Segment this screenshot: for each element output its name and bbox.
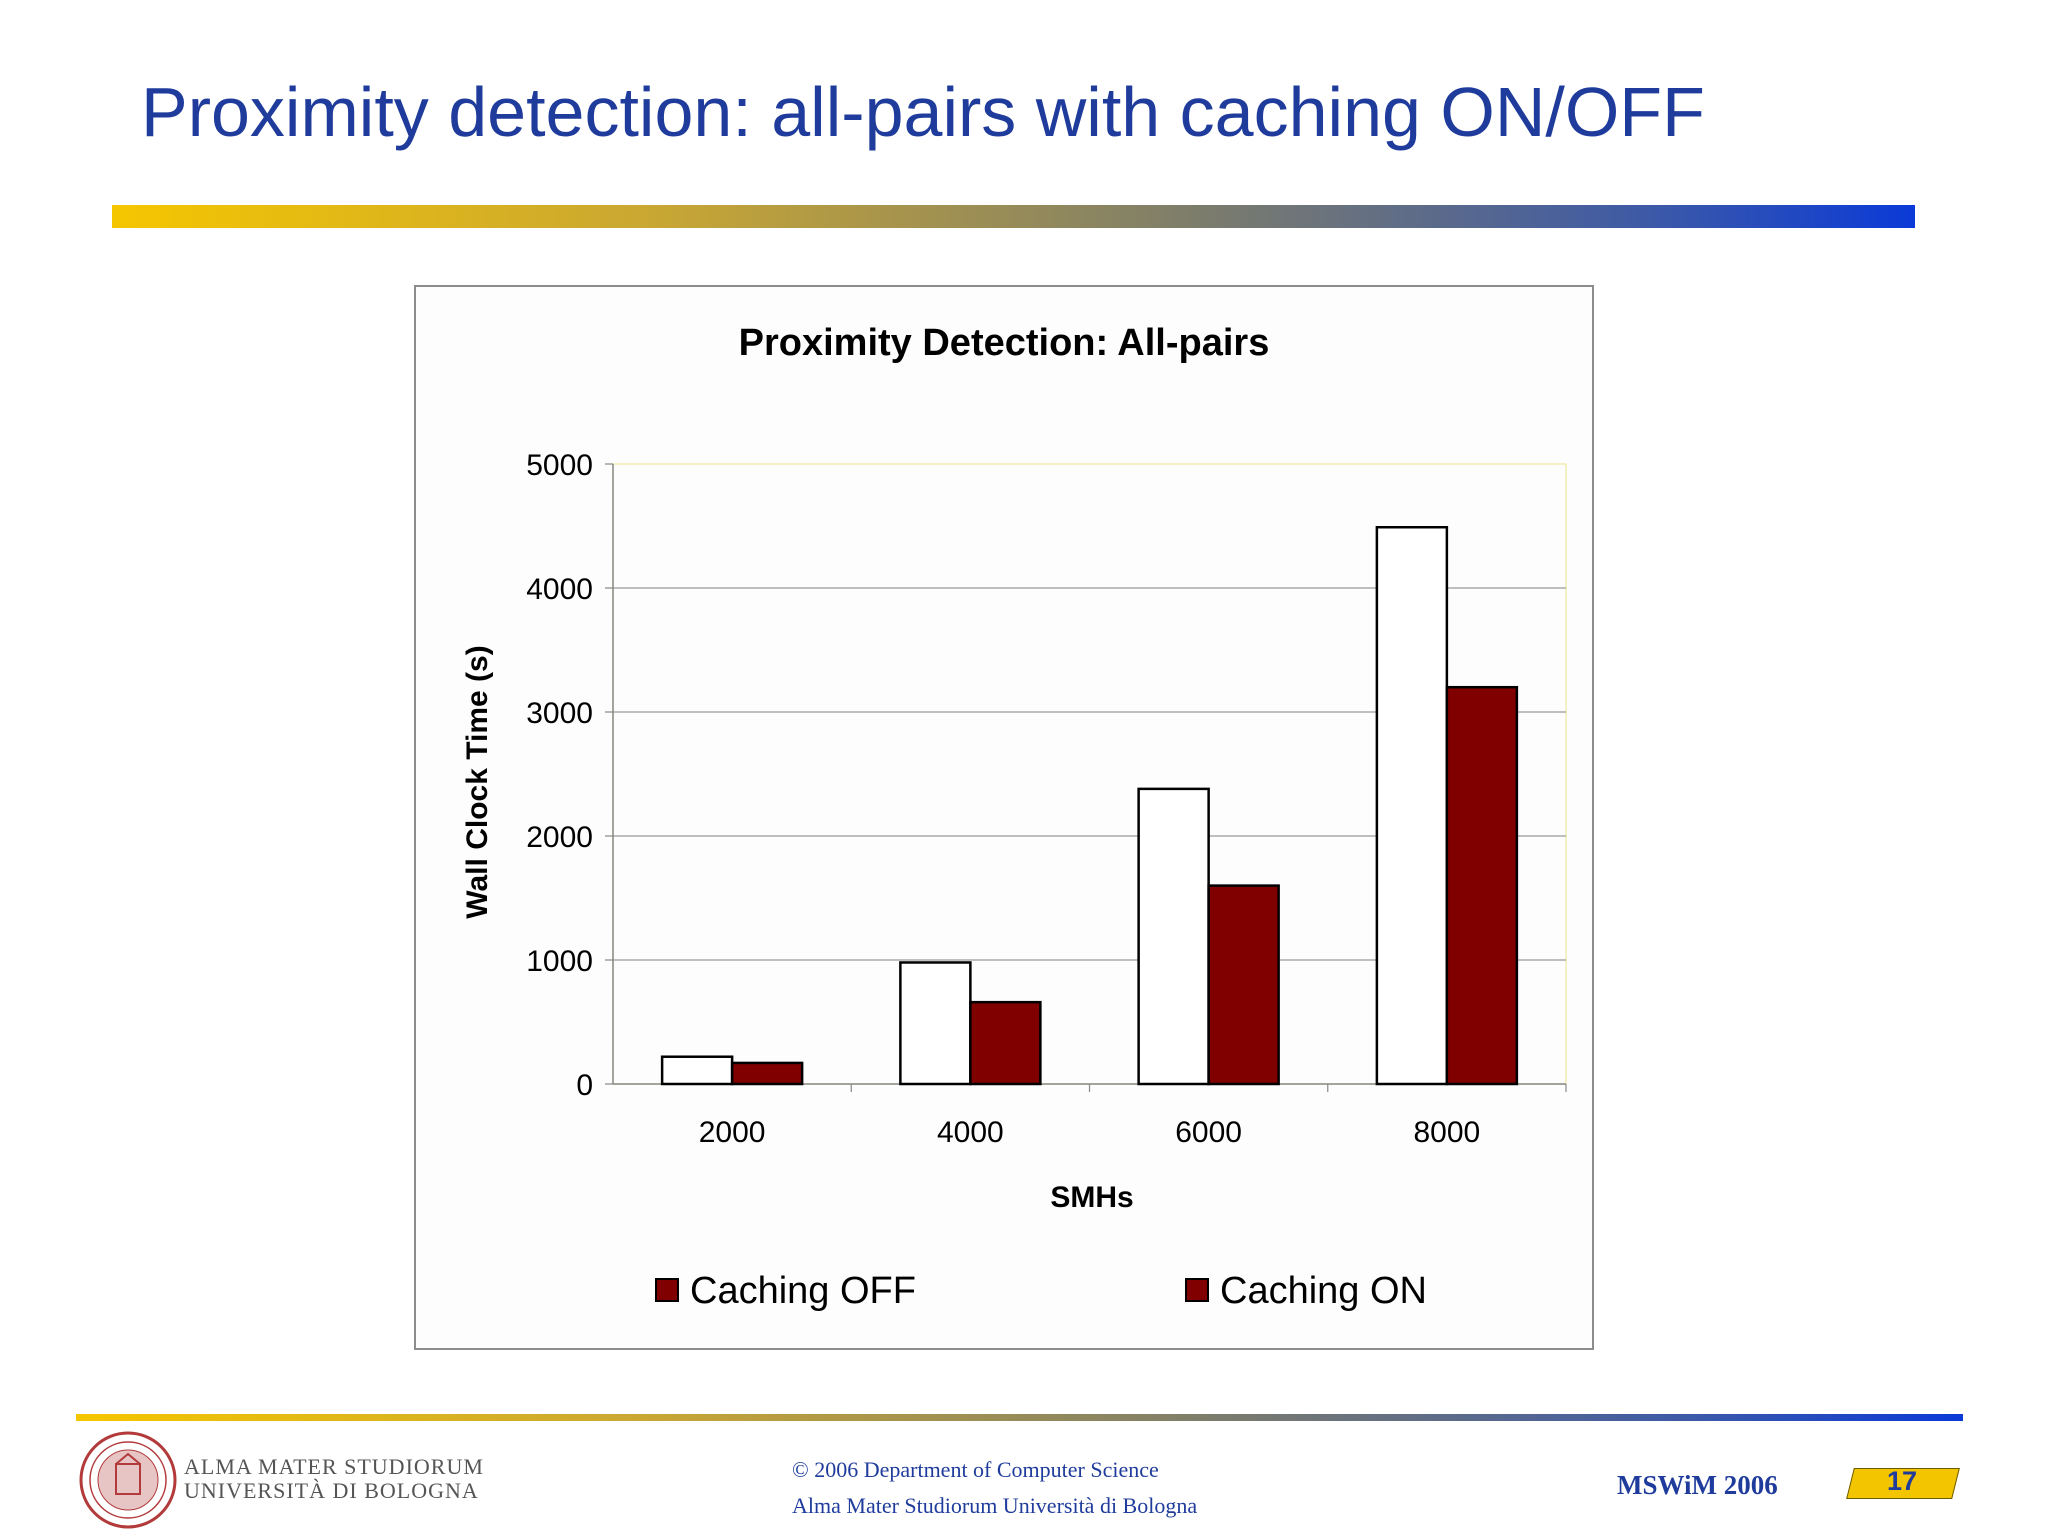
- footer-divider: [76, 1414, 1963, 1421]
- x-tick-label: 2000: [699, 1116, 766, 1149]
- bar-caching-off: [1375, 525, 1449, 1086]
- university-name: ALMA MATER STUDIORUM UNIVERSITÀ DI BOLOG…: [184, 1455, 484, 1503]
- legend-label: Caching OFF: [690, 1270, 916, 1312]
- university-line-1: ALMA MATER STUDIORUM: [184, 1454, 484, 1479]
- y-tick-label: 3000: [526, 697, 593, 730]
- bar-caching-off: [660, 1055, 734, 1086]
- y-tick-label: 2000: [526, 821, 593, 854]
- chart-title: Proximity Detection: All-pairs: [739, 322, 1270, 364]
- legend-swatch: [655, 1278, 679, 1302]
- bar-caching-off: [1137, 787, 1210, 1086]
- bar-caching-off: [899, 961, 972, 1086]
- title-divider: [112, 205, 1915, 228]
- x-tick-label: 8000: [1414, 1116, 1481, 1149]
- y-tick-label: 5000: [526, 449, 593, 482]
- university-line-2: UNIVERSITÀ DI BOLOGNA: [184, 1478, 479, 1503]
- y-tick-label: 4000: [526, 573, 593, 606]
- bar-caching-on: [969, 1000, 1042, 1086]
- bar-caching-on: [1445, 685, 1519, 1086]
- copyright-line-2: Alma Mater Studiorum Università di Bolog…: [792, 1493, 1198, 1518]
- y-axis-label: Wall Clock Time (s): [461, 645, 494, 918]
- y-tick-label: 1000: [526, 945, 593, 978]
- slide-title: Proximity detection: all-pairs with cach…: [141, 73, 1705, 151]
- y-tick-label: 0: [576, 1069, 593, 1102]
- bar-chart: Proximity Detection: All-pairs 0 1000 2000 3…: [461, 322, 1567, 1312]
- legend-label: Caching ON: [1220, 1270, 1427, 1312]
- legend-swatch: [1185, 1278, 1209, 1302]
- x-tick-label: 6000: [1175, 1116, 1242, 1149]
- university-seal-icon: [79, 1431, 177, 1529]
- page-number: 17: [1886, 1466, 1918, 1496]
- conference-label: MSWiM 2006: [1617, 1470, 1778, 1500]
- bar-caching-on: [730, 1061, 804, 1086]
- bar-caching-on: [1207, 884, 1280, 1086]
- chart-frame: Proximity Detection: All-pairs 0 1000 2000 3…: [414, 285, 1594, 1350]
- x-tick-label: 4000: [937, 1116, 1004, 1149]
- footer-copyright: © 2006 Department of Computer Science Al…: [792, 1452, 1197, 1524]
- x-axis-label: SMHs: [1050, 1181, 1133, 1214]
- copyright-line-1: © 2006 Department of Computer Science: [792, 1457, 1159, 1482]
